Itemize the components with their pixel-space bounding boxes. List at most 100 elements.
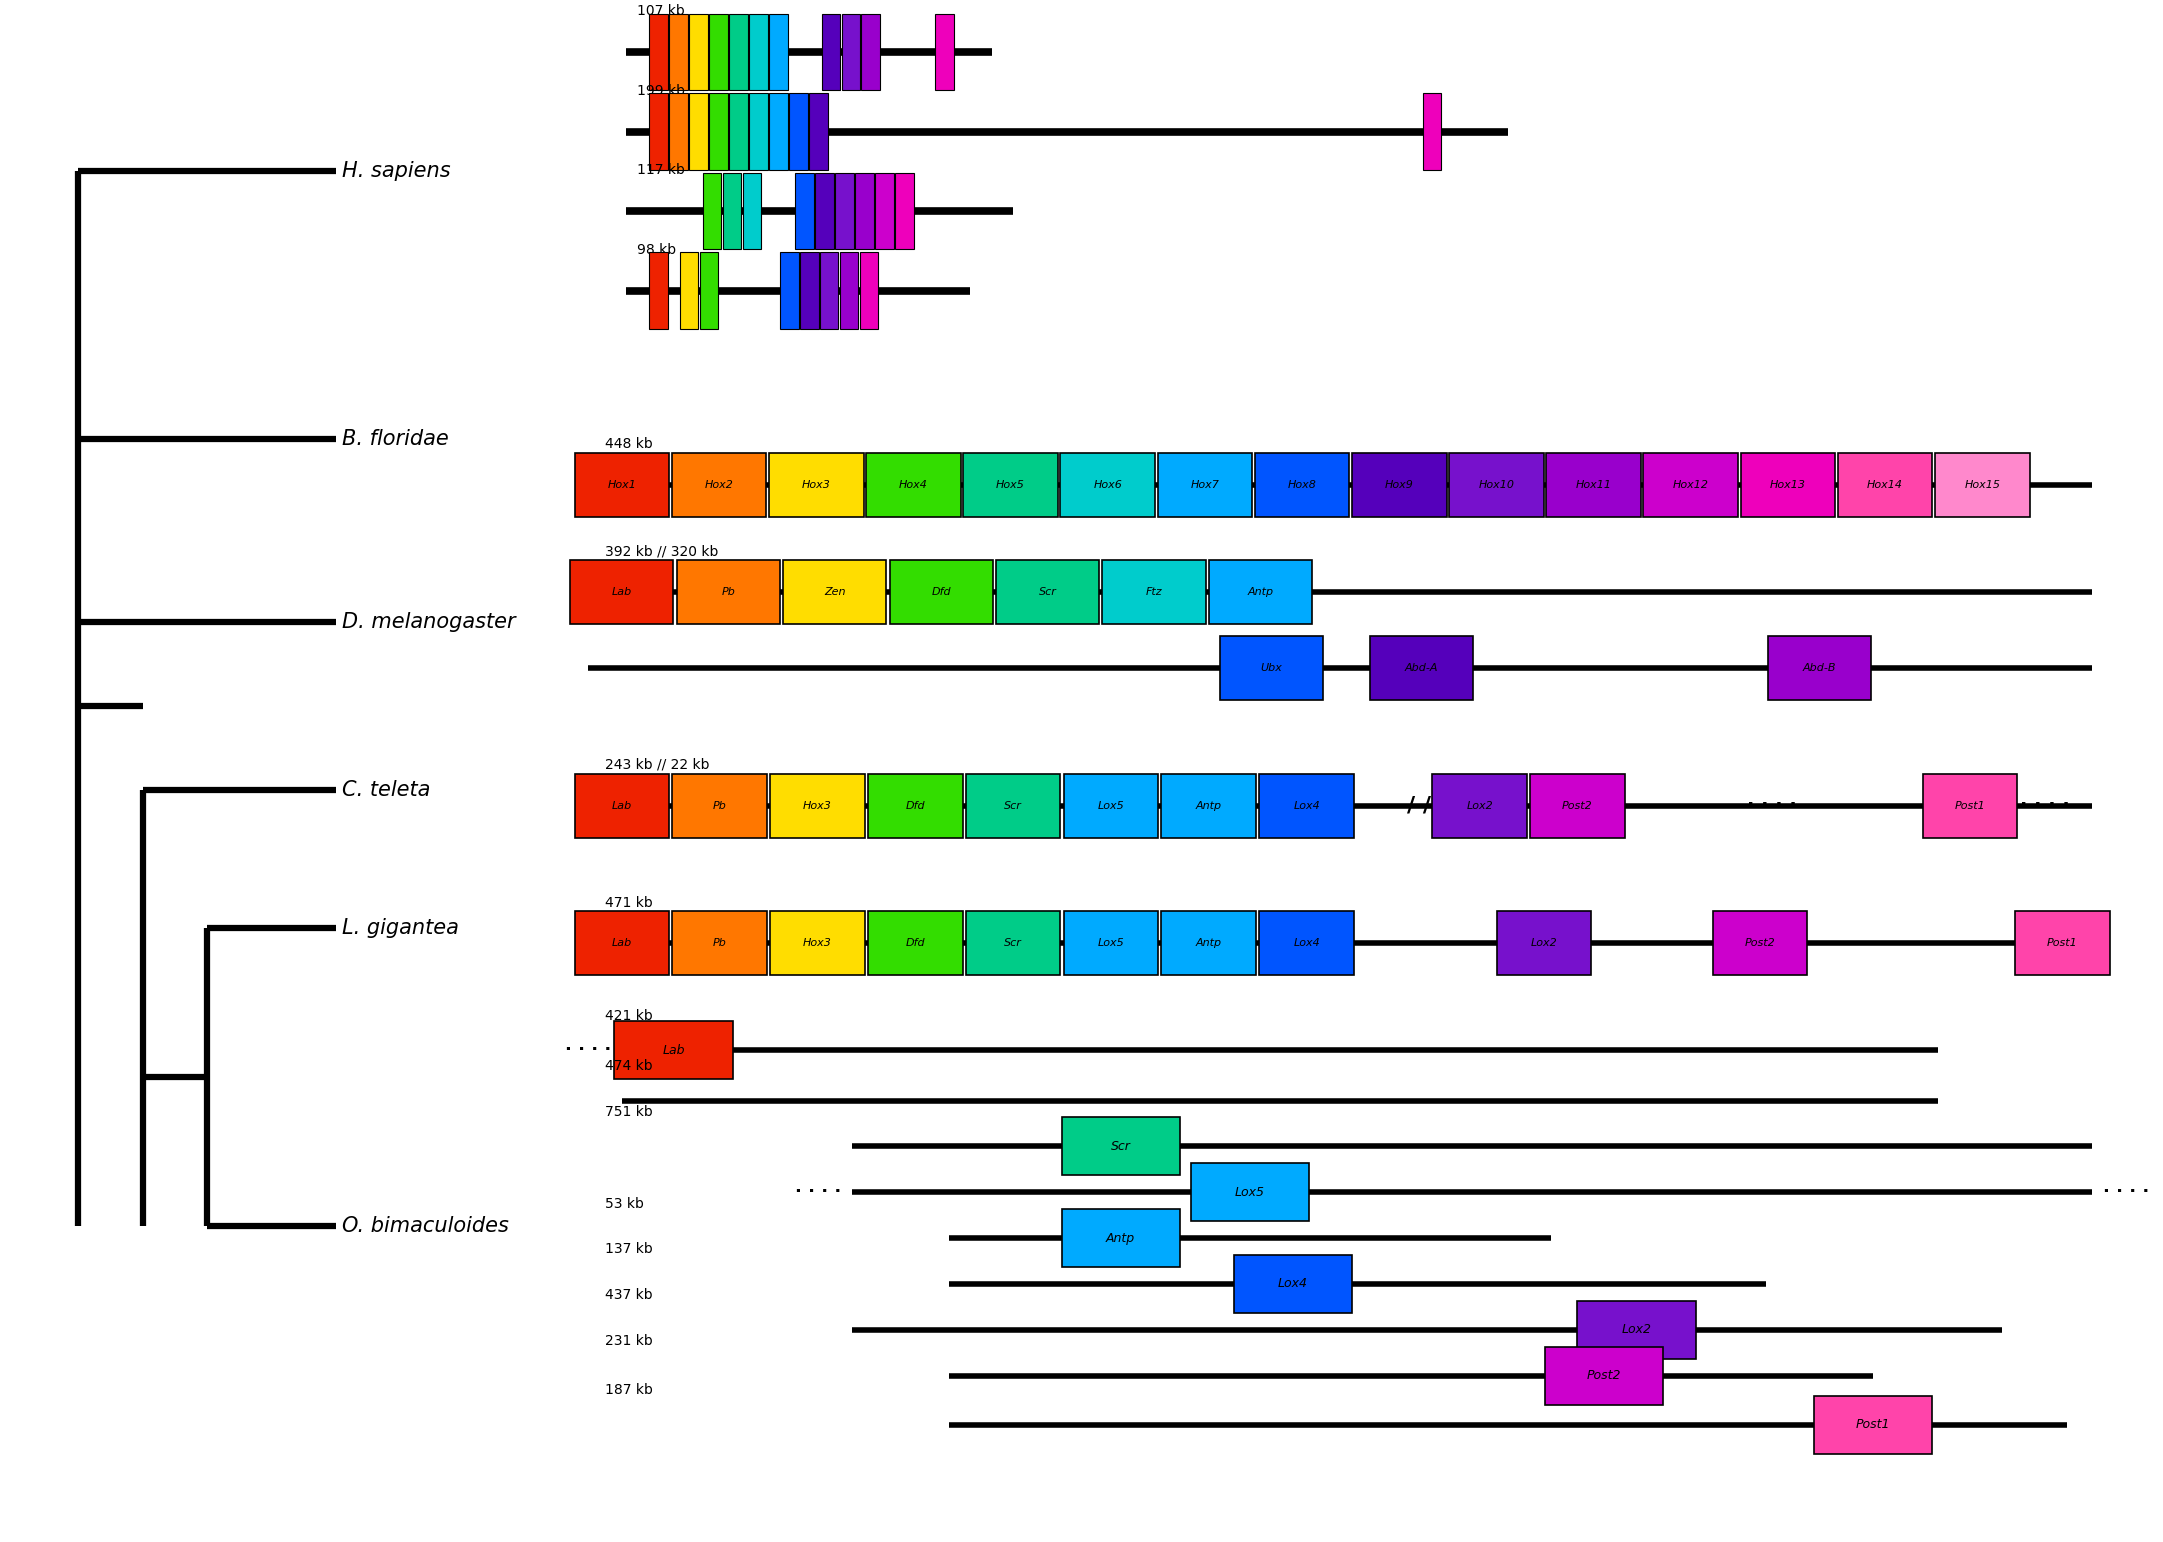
Text: Post1: Post1 [1955,800,1986,811]
Text: Hox15: Hox15 [1964,480,2001,490]
Text: Ubx: Ubx [1261,663,1283,672]
FancyBboxPatch shape [1064,774,1157,837]
Text: Lox4: Lox4 [1293,938,1319,948]
Text: 421 kb: 421 kb [606,1008,653,1022]
FancyBboxPatch shape [1352,452,1447,517]
Text: 53 kb: 53 kb [606,1197,645,1210]
Text: Lox4: Lox4 [1278,1277,1309,1291]
FancyBboxPatch shape [1209,560,1313,623]
Text: 448 kb: 448 kb [606,436,653,450]
Text: Antp: Antp [1196,800,1222,811]
Text: D. melanogaster: D. melanogaster [342,612,517,632]
FancyBboxPatch shape [1064,911,1157,975]
Bar [822,14,839,91]
Text: 199 kb: 199 kb [636,83,686,99]
Bar [679,253,699,328]
Text: Abd-A: Abd-A [1404,663,1438,672]
Text: Dfd: Dfd [906,938,926,948]
Text: Ftz: Ftz [1146,586,1162,597]
Text: 98 kb: 98 kb [636,244,677,258]
FancyBboxPatch shape [967,911,1060,975]
FancyBboxPatch shape [1449,452,1544,517]
Bar [854,173,874,250]
FancyBboxPatch shape [889,560,993,623]
Bar [744,173,761,250]
FancyBboxPatch shape [963,452,1058,517]
FancyBboxPatch shape [867,774,963,837]
Text: · · · ·: · · · · [2020,796,2070,816]
Text: 751 kb: 751 kb [606,1106,653,1119]
Text: Hox1: Hox1 [608,480,636,490]
FancyBboxPatch shape [1062,1118,1179,1175]
Bar [729,94,748,170]
Text: / /: / / [1408,796,1432,816]
Text: Lox5: Lox5 [1235,1186,1265,1198]
Bar [820,253,839,328]
Bar [709,94,727,170]
FancyBboxPatch shape [1062,1209,1179,1268]
FancyBboxPatch shape [783,560,887,623]
Text: 187 kb: 187 kb [606,1383,653,1397]
FancyBboxPatch shape [1220,635,1324,700]
Text: Hox7: Hox7 [1190,480,1220,490]
Bar [690,14,707,91]
FancyBboxPatch shape [1529,774,1624,837]
Text: Pb: Pb [714,800,727,811]
Bar [668,94,688,170]
Bar [835,173,854,250]
FancyBboxPatch shape [677,560,781,623]
FancyBboxPatch shape [770,911,865,975]
Bar [861,14,880,91]
Bar [800,253,818,328]
Text: 107 kb: 107 kb [636,5,686,19]
Text: Hox12: Hox12 [1672,480,1709,490]
Text: Hox4: Hox4 [900,480,928,490]
Text: Lab: Lab [612,586,632,597]
Bar [841,14,859,91]
Text: Post2: Post2 [1588,1369,1622,1382]
Text: Abd-B: Abd-B [1802,663,1836,672]
Bar [722,173,742,250]
FancyBboxPatch shape [1923,774,2018,837]
FancyBboxPatch shape [1815,1396,1932,1454]
FancyBboxPatch shape [673,911,768,975]
Text: Scr: Scr [1004,938,1023,948]
Text: L. gigantea: L. gigantea [342,917,459,938]
FancyBboxPatch shape [1577,1301,1696,1359]
Text: Hox11: Hox11 [1575,480,1611,490]
FancyBboxPatch shape [770,774,865,837]
Text: Antp: Antp [1105,1232,1136,1244]
Bar [895,173,913,250]
Text: Lab: Lab [612,938,632,948]
Text: Hox5: Hox5 [997,480,1025,490]
FancyBboxPatch shape [1259,774,1354,837]
FancyBboxPatch shape [1713,911,1808,975]
FancyBboxPatch shape [867,911,963,975]
FancyBboxPatch shape [1190,1163,1309,1221]
FancyBboxPatch shape [1497,911,1592,975]
Bar [796,173,813,250]
Text: Hox10: Hox10 [1479,480,1514,490]
FancyBboxPatch shape [967,774,1060,837]
FancyBboxPatch shape [1839,452,1932,517]
Text: Hox3: Hox3 [802,800,833,811]
Text: Lox5: Lox5 [1097,800,1125,811]
FancyBboxPatch shape [575,911,668,975]
Text: Hox3: Hox3 [802,938,833,948]
FancyBboxPatch shape [1255,452,1350,517]
Text: Dfd: Dfd [932,586,952,597]
Text: Lox2: Lox2 [1467,800,1492,811]
Text: 243 kb // 22 kb: 243 kb // 22 kb [606,759,709,773]
Text: Zen: Zen [824,586,846,597]
Bar [815,173,833,250]
Bar [809,94,828,170]
FancyBboxPatch shape [1936,452,2029,517]
Text: Dfd: Dfd [906,800,926,811]
Bar [781,253,798,328]
Text: · · · ·: · · · · [565,1041,612,1059]
Bar [649,14,668,91]
Text: B. floridae: B. floridae [342,429,450,449]
Text: Post1: Post1 [1856,1419,1890,1431]
Text: Hox6: Hox6 [1092,480,1123,490]
Bar [690,94,707,170]
